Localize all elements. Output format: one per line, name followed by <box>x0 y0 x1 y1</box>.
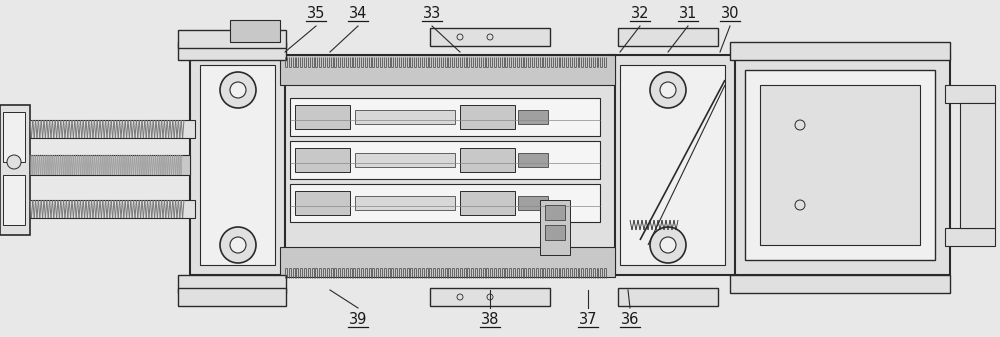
Bar <box>25 200 195 218</box>
Text: 34: 34 <box>349 6 367 22</box>
Circle shape <box>660 82 676 98</box>
Bar <box>545 205 565 220</box>
Circle shape <box>795 120 805 130</box>
Text: 37: 37 <box>579 312 597 328</box>
Bar <box>730 55 950 275</box>
Bar <box>280 55 615 275</box>
Bar <box>290 184 600 222</box>
Bar <box>178 275 286 293</box>
Bar <box>960 103 995 228</box>
Bar <box>430 28 550 46</box>
Bar <box>545 225 565 240</box>
Text: 36: 36 <box>621 312 639 328</box>
Bar <box>610 55 735 275</box>
Bar <box>25 155 190 175</box>
Bar <box>190 55 285 275</box>
Bar <box>178 42 286 60</box>
Bar <box>280 247 615 277</box>
Text: 31: 31 <box>679 6 697 22</box>
Circle shape <box>795 200 805 210</box>
Bar <box>295 148 350 172</box>
Bar <box>460 105 515 129</box>
Bar <box>295 191 350 215</box>
Circle shape <box>220 72 256 108</box>
Bar <box>178 288 286 306</box>
Bar <box>540 200 570 255</box>
Bar <box>290 141 600 179</box>
Bar <box>745 70 935 260</box>
Bar <box>460 191 515 215</box>
Circle shape <box>650 227 686 263</box>
Bar <box>3 175 25 225</box>
Circle shape <box>230 82 246 98</box>
Circle shape <box>230 237 246 253</box>
Circle shape <box>7 155 21 169</box>
Bar <box>290 98 600 136</box>
Bar <box>620 65 725 265</box>
Text: 33: 33 <box>423 6 441 22</box>
Bar <box>355 153 455 167</box>
Bar <box>430 288 550 306</box>
Bar <box>730 42 950 60</box>
Bar <box>25 120 195 138</box>
Bar <box>518 153 548 167</box>
Bar <box>730 275 950 293</box>
Text: 39: 39 <box>349 312 367 328</box>
Text: 30: 30 <box>721 6 739 22</box>
Bar <box>618 28 718 46</box>
Circle shape <box>457 294 463 300</box>
Text: 35: 35 <box>307 6 325 22</box>
Bar <box>0 105 30 235</box>
Circle shape <box>457 34 463 40</box>
Bar <box>518 196 548 210</box>
Bar <box>355 196 455 210</box>
Bar <box>945 228 995 246</box>
Bar <box>460 148 515 172</box>
Circle shape <box>660 237 676 253</box>
Bar <box>945 85 995 103</box>
Circle shape <box>487 34 493 40</box>
Bar <box>518 110 548 124</box>
Text: 32: 32 <box>631 6 649 22</box>
Circle shape <box>650 72 686 108</box>
Circle shape <box>220 227 256 263</box>
Bar <box>280 55 615 85</box>
Circle shape <box>487 294 493 300</box>
Bar <box>618 288 718 306</box>
Bar <box>760 85 920 245</box>
Bar <box>3 112 25 162</box>
Text: 38: 38 <box>481 312 499 328</box>
Bar <box>230 20 280 42</box>
Bar <box>178 30 286 48</box>
Bar <box>200 65 275 265</box>
Bar <box>295 105 350 129</box>
Bar <box>355 110 455 124</box>
